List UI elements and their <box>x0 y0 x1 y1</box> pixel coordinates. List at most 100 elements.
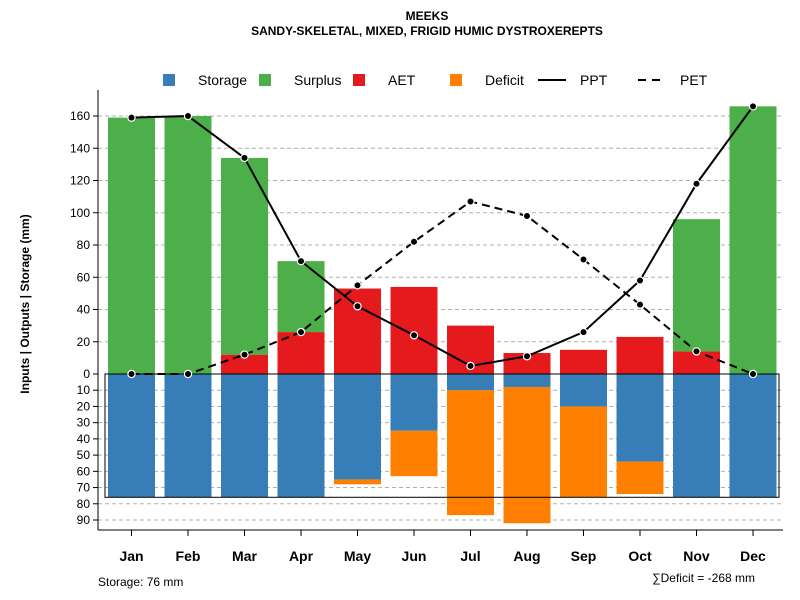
bar-aet-oct <box>616 336 664 374</box>
point-ppt-jan <box>127 113 136 122</box>
x-tick-label-dec: Dec <box>740 548 766 564</box>
x-tick-label-feb: Feb <box>176 548 201 564</box>
bar-storage-jun <box>390 374 438 431</box>
bar-storage-mar <box>221 374 268 498</box>
point-pet-feb <box>183 369 193 379</box>
bar-aet-may <box>334 288 381 374</box>
deficit-footer: ∑Deficit = -268 mm <box>652 571 755 585</box>
y-tick-label: 140 <box>70 141 90 155</box>
x-tick-label-nov: Nov <box>683 548 710 564</box>
bar-aet-sep <box>560 349 607 374</box>
y-tick-label: 40 <box>77 432 91 446</box>
y-tick-label: 10 <box>77 383 91 397</box>
bar-surplus-apr <box>277 261 325 333</box>
bar-surplus-dec <box>729 106 777 374</box>
legend-label-surplus: Surplus <box>294 72 341 88</box>
x-tick-label-oct: Oct <box>628 548 652 564</box>
point-ppt-nov <box>692 179 701 188</box>
point-pet-dec <box>748 369 758 379</box>
bar-storage-may <box>334 374 381 480</box>
y-tick-label: 20 <box>77 335 91 349</box>
x-tick-label-mar: Mar <box>232 548 257 564</box>
point-pet-jul <box>466 197 475 206</box>
x-tick-label-may: May <box>344 548 371 564</box>
bar-deficit-oct <box>616 461 664 495</box>
bar-surplus-jan <box>108 117 155 375</box>
bar-storage-apr <box>277 374 325 498</box>
legend-label-deficit: Deficit <box>485 72 524 88</box>
y-tick-label: 50 <box>77 448 91 462</box>
chart-legend: Storage Surplus AET Deficit PPT PET <box>163 72 708 88</box>
point-ppt-oct <box>635 276 645 285</box>
bar-storage-sep <box>560 374 607 407</box>
legend-label-aet: AET <box>388 72 416 88</box>
bar-deficit-jul <box>447 390 494 516</box>
bar-deficit-may <box>334 479 381 485</box>
point-pet-sep <box>579 255 588 264</box>
y-tick-label: 60 <box>77 270 91 284</box>
x-tick-label-sep: Sep <box>571 548 597 564</box>
point-ppt-jun <box>409 331 419 340</box>
bar-surplus-feb <box>164 116 212 374</box>
bar-aet-jun <box>390 286 438 374</box>
x-tick-label-jan: Jan <box>119 548 143 564</box>
y-tick-label: 80 <box>77 238 91 252</box>
y-tick-label: 90 <box>77 513 91 527</box>
y-tick-label: 70 <box>77 481 91 495</box>
point-pet-mar <box>240 350 249 359</box>
point-ppt-may <box>353 302 362 311</box>
point-pet-may <box>353 281 362 290</box>
x-tick-label-jun: Jun <box>402 548 427 564</box>
legend-swatch-surplus <box>259 74 271 86</box>
y-tick-label: 80 <box>77 497 91 511</box>
y-tick-label: 160 <box>70 109 90 123</box>
legend-label-ppt: PPT <box>580 72 608 88</box>
legend-swatch-aet <box>353 74 365 86</box>
legend-swatch-deficit <box>450 74 462 86</box>
bar-deficit-sep <box>560 406 607 498</box>
legend-label-pet: PET <box>680 72 708 88</box>
y-tick-label: 0 <box>83 367 90 381</box>
point-ppt-apr <box>296 256 306 266</box>
line-ppt <box>131 105 754 367</box>
axes-layer: 0 20 40 60 80 100 120 140 160 10 20 30 40 50 60 70 80 90 J… <box>70 90 783 564</box>
point-pet-oct <box>635 300 645 309</box>
bar-storage-jul <box>447 374 494 391</box>
y-tick-label: 30 <box>77 416 91 430</box>
y-tick-label: 100 <box>70 206 90 220</box>
point-pet-jun <box>409 237 419 246</box>
x-tick-label-aug: Aug <box>513 548 540 564</box>
point-ppt-jul <box>466 361 475 371</box>
chart-subtitle: SANDY-SKELETAL, MIXED, FRIGID HUMIC DYST… <box>251 24 603 38</box>
lines-layer <box>127 102 758 379</box>
point-ppt-sep <box>579 327 588 337</box>
chart-title: MEEKS <box>406 9 449 23</box>
bar-storage-aug <box>503 374 551 387</box>
grid-lines <box>98 115 783 521</box>
bar-aet-mar <box>221 354 268 374</box>
bar-storage-feb <box>164 374 212 498</box>
bar-surplus-nov <box>673 219 720 352</box>
bar-deficit-aug <box>503 386 551 524</box>
y-tick-label: 60 <box>77 464 91 478</box>
bar-surplus-mar <box>221 157 268 355</box>
storage-footer: Storage: 76 mm <box>98 575 183 589</box>
point-pet-nov <box>692 347 701 356</box>
point-pet-aug <box>522 211 532 221</box>
bar-deficit-jun <box>390 430 438 477</box>
point-ppt-feb <box>183 111 193 121</box>
point-pet-apr <box>296 327 306 337</box>
point-ppt-mar <box>240 153 249 163</box>
bar-storage-dec <box>729 374 777 498</box>
x-tick-label-jul: Jul <box>460 548 480 564</box>
x-tick-label-apr: Apr <box>289 548 314 564</box>
bar-storage-nov <box>673 374 720 498</box>
line-pet <box>131 200 754 375</box>
y-axis-label: Inputs | Outputs | Storage (mm) <box>18 214 32 393</box>
y-tick-label: 40 <box>77 303 91 317</box>
bar-storage-jan <box>108 374 155 498</box>
legend-swatch-storage <box>163 74 175 86</box>
point-ppt-aug <box>522 352 532 361</box>
bar-storage-oct <box>616 374 664 462</box>
